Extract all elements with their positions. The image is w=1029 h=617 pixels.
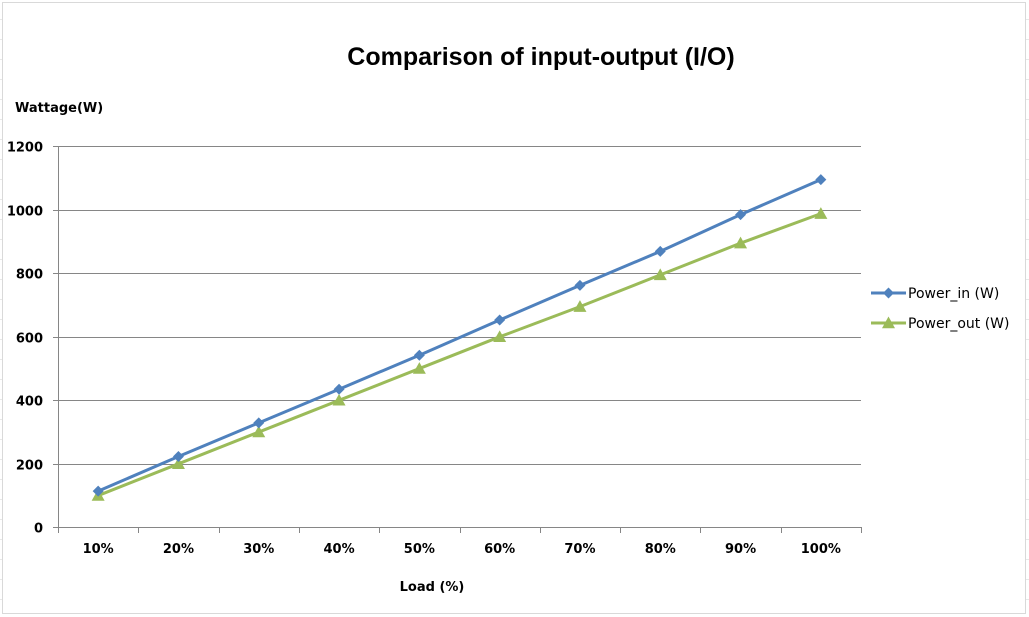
x-tick-label: 20% — [163, 542, 194, 557]
axes — [53, 146, 862, 533]
data-point — [171, 457, 185, 470]
y-tick-label: 800 — [16, 268, 43, 283]
gridlines — [58, 146, 861, 465]
y-tick-label: 0 — [34, 522, 43, 537]
legend-label: Power_out (W) — [908, 316, 1009, 332]
legend-item[interactable]: Power_out (W) — [871, 316, 1009, 332]
data-point — [413, 349, 425, 361]
y-tick-labels: 0 200 400 600 800 1000 1200 — [7, 141, 43, 537]
legend-marker — [882, 316, 895, 329]
legend-label: Power_in (W) — [908, 286, 999, 302]
x-tick-label: 50% — [404, 542, 435, 557]
series — [91, 174, 828, 501]
data-point — [253, 417, 265, 429]
data-point — [734, 236, 748, 249]
legend[interactable]: Power_in (W) Power_out (W) — [871, 286, 1009, 332]
chart-title: Comparison of input-output (I/O) — [347, 43, 734, 71]
data-point — [332, 393, 346, 406]
y-tick-label: 400 — [16, 395, 43, 410]
data-point — [494, 314, 506, 326]
x-tick-label: 70% — [564, 542, 595, 557]
x-tick-label: 40% — [323, 542, 354, 557]
y-tick-label: 200 — [16, 459, 43, 474]
series-power-out — [91, 207, 828, 501]
x-tick-label: 60% — [484, 542, 515, 557]
x-tick-label: 80% — [645, 542, 676, 557]
data-point — [574, 279, 586, 291]
data-point — [653, 268, 667, 281]
data-point — [573, 300, 587, 312]
x-tick-label: 90% — [725, 542, 756, 557]
y-tick-label: 600 — [16, 332, 43, 347]
series-power-in — [92, 174, 827, 497]
data-point — [654, 245, 666, 257]
x-tick-label: 100% — [801, 542, 841, 557]
data-point — [172, 451, 184, 463]
y-axis-title: Wattage(W) — [15, 101, 103, 116]
data-point — [252, 425, 266, 438]
x-tick-labels: 10% 20% 30% 40% 50% 60% 70% 80% 90% 100% — [83, 542, 841, 557]
data-point — [814, 207, 828, 219]
data-point — [333, 383, 345, 395]
data-point — [92, 485, 104, 497]
x-axis-title: Load (%) — [400, 580, 465, 595]
data-point — [493, 330, 507, 343]
legend-item[interactable]: Power_in (W) — [871, 286, 999, 302]
series-line — [97, 212, 822, 497]
y-tick-label: 1200 — [7, 141, 43, 156]
data-point — [735, 209, 747, 221]
data-point — [412, 362, 426, 374]
x-tick-label: 10% — [83, 542, 114, 557]
series-line — [97, 178, 822, 493]
data-point — [815, 174, 827, 186]
legend-marker — [883, 287, 894, 299]
x-tick-label: 30% — [243, 542, 274, 557]
y-tick-label: 1000 — [7, 205, 43, 220]
